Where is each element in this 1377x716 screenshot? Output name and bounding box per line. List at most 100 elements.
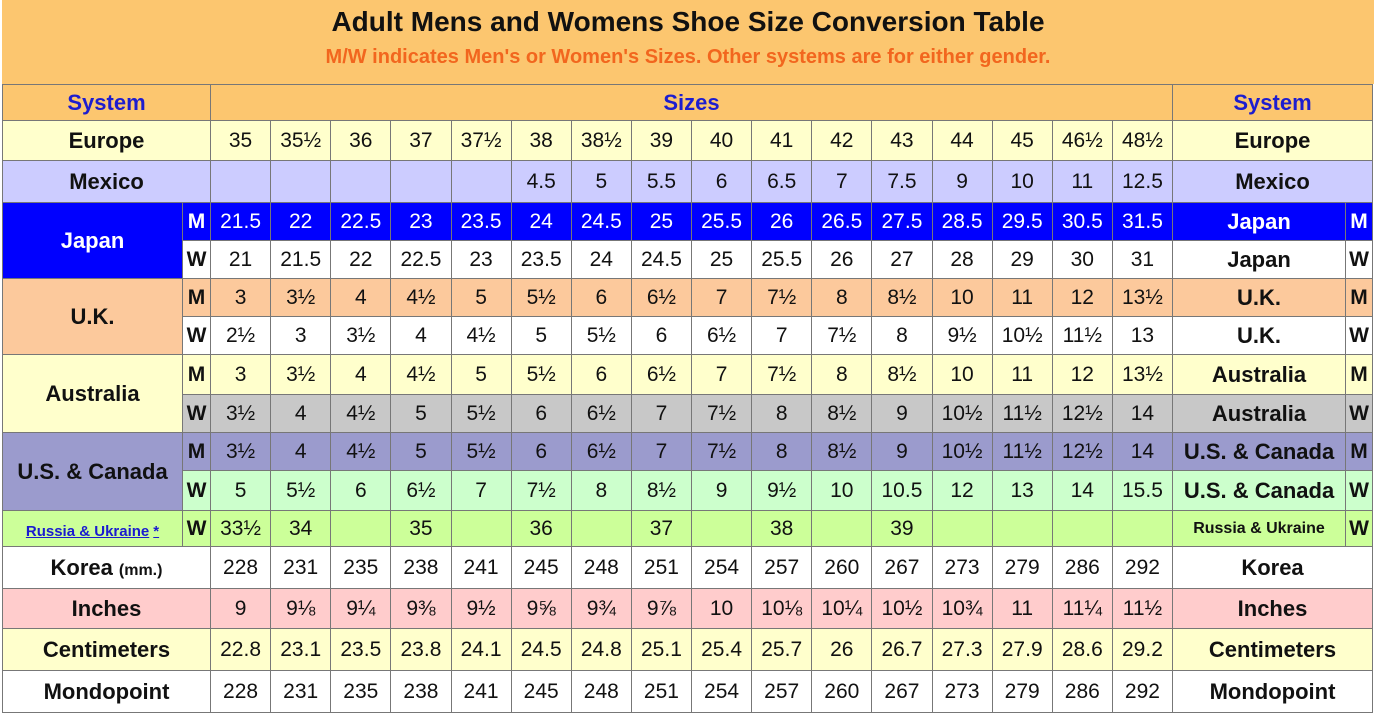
size-cell: 24.5: [510, 628, 572, 671]
size-cell: 22.5: [390, 240, 452, 279]
size-cell: 38: [751, 510, 813, 547]
size-cell: 7: [690, 354, 753, 395]
size-cell: 11: [991, 278, 1053, 317]
size-cell: 24.8: [570, 628, 632, 671]
size-cell: 12: [931, 470, 993, 511]
size-cell: 9: [871, 394, 933, 433]
system-label: U.S. & Canada: [2, 432, 183, 511]
system-label-right: Russia & Ukraine: [1172, 510, 1346, 547]
size-cell: 12.5: [1111, 160, 1174, 203]
size-cell: 4: [330, 278, 392, 317]
system-label-right: U.K.: [1172, 316, 1346, 355]
size-cell: 24.5: [630, 240, 693, 279]
size-cell: 8: [570, 470, 632, 511]
size-cell: 37: [630, 510, 693, 547]
size-cell: 4½: [390, 278, 452, 317]
size-cell: 11: [991, 354, 1053, 395]
size-cell: 4½: [390, 354, 452, 395]
size-cell: 25.7: [751, 628, 813, 671]
size-cell: 11: [1051, 160, 1113, 203]
size-cell: 3: [209, 278, 272, 317]
size-cell: 25.4: [690, 628, 753, 671]
size-cell: 10⅛: [751, 588, 813, 629]
size-cell: 9: [690, 470, 753, 511]
size-cell: 23.5: [330, 628, 392, 671]
size-table: System Sizes System Europe 35 35½ 36 37 37½ 38 38½…: [2, 84, 1373, 713]
size-cell: 4½: [450, 316, 512, 355]
subtitle: M/W indicates Men's or Women's Sizes. Ot…: [325, 46, 1051, 68]
size-cell: 7½: [510, 470, 572, 511]
size-cell: 30.5: [1051, 202, 1113, 241]
system-note: *: [153, 522, 160, 540]
size-cell: 231: [270, 546, 332, 589]
size-cell: 7½: [690, 394, 753, 433]
size-cell: 43: [871, 120, 933, 161]
size-cell: 23.5: [450, 202, 512, 241]
gender: W: [182, 394, 211, 433]
size-cell: 13½: [1111, 278, 1174, 317]
empty-cell: [690, 510, 753, 547]
system-label-right: Japan: [1172, 202, 1346, 241]
size-cell: 5½: [570, 316, 632, 355]
gender-right: M: [1345, 354, 1373, 395]
size-cell: 4½: [330, 432, 392, 471]
size-cell: 251: [630, 670, 693, 713]
size-cell: 6: [690, 160, 753, 203]
header-row: System Sizes System: [2, 84, 1373, 121]
size-cell: 9¾: [570, 588, 632, 629]
size-cell: 31: [1111, 240, 1174, 279]
empty-cell: [450, 510, 512, 547]
size-row: Inches 9 9⅛ 9¼ 9⅜ 9½ 9⅝ 9¾ 9⅞ 10 10⅛ 10¼ 10½ 10¾ 11 11¼…: [2, 588, 1373, 629]
system-label-right: Japan: [1172, 240, 1346, 279]
gender: M: [182, 354, 211, 395]
size-cell: 44: [931, 120, 993, 161]
system-label: Korea (mm.): [2, 546, 211, 589]
empty-cell: [450, 160, 512, 203]
size-cell: 4: [330, 354, 392, 395]
gender-right: W: [1345, 470, 1373, 511]
size-cell: 254: [690, 670, 753, 713]
size-cell: 267: [871, 670, 933, 713]
size-cell: 7½: [690, 432, 753, 471]
size-cell: 248: [570, 670, 632, 713]
size-cell: 3: [270, 316, 332, 355]
size-cell: 25.5: [690, 202, 753, 241]
size-cell: 260: [811, 670, 873, 713]
size-cell: 23: [390, 202, 452, 241]
size-cell: 238: [390, 670, 452, 713]
size-cell: 257: [751, 546, 813, 589]
size-cell: 26: [751, 202, 813, 241]
size-cell: 6: [570, 278, 632, 317]
system-link[interactable]: Russia & Ukraine *: [26, 523, 159, 540]
gender-right: W: [1345, 510, 1373, 547]
size-cell: 23: [450, 240, 512, 279]
system-label-right: U.S. & Canada: [1172, 432, 1346, 471]
size-cell: 7: [630, 394, 693, 433]
size-cell: 267: [871, 546, 933, 589]
size-cell: 7½: [751, 278, 813, 317]
size-cell: 15.5: [1111, 470, 1174, 511]
size-cell: 13: [1111, 316, 1174, 355]
system-label-right: Korea: [1172, 546, 1373, 589]
size-cell: 22: [330, 240, 392, 279]
size-cell: 5: [450, 278, 512, 317]
size-cell: 8: [751, 432, 813, 471]
gender-right: W: [1345, 240, 1373, 279]
size-cell: 10½: [931, 394, 993, 433]
size-cell: 10: [690, 588, 753, 629]
size-cell: 254: [690, 546, 753, 589]
size-cell: 30: [1051, 240, 1113, 279]
gender: M: [182, 432, 211, 471]
size-cell: 35: [209, 120, 272, 161]
size-cell: 10: [811, 470, 873, 511]
empty-cell: [1051, 510, 1113, 547]
size-cell: 11: [991, 588, 1053, 629]
size-cell: 27.5: [871, 202, 933, 241]
system-name: Japan: [60, 227, 125, 253]
size-cell: 5: [510, 316, 572, 355]
size-cell: 10½: [991, 316, 1053, 355]
size-cell: 23.5: [510, 240, 572, 279]
size-cell: 292: [1111, 670, 1174, 713]
size-cell: 11½: [991, 394, 1053, 433]
